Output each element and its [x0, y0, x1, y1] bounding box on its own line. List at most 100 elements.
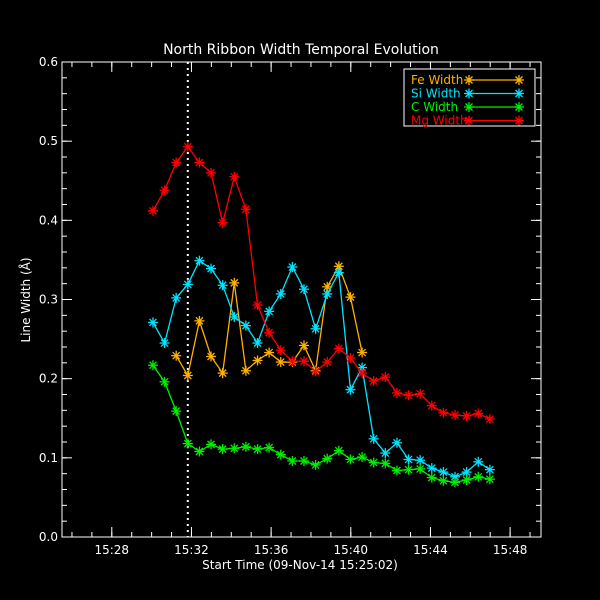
data-point: [298, 456, 309, 466]
data-point: [426, 463, 437, 474]
asterisk-stroke: [218, 445, 227, 454]
data-point: [298, 356, 309, 367]
data-point: [298, 284, 309, 295]
asterisk-stroke: [230, 278, 239, 287]
data-point: [264, 442, 275, 453]
asterisk-stroke: [288, 357, 297, 366]
data-point: [264, 327, 275, 338]
asterisk-stroke: [334, 446, 343, 455]
y-tick-label: 0.2: [39, 372, 58, 386]
asterisk-stroke: [334, 268, 343, 277]
data-point: [357, 347, 368, 358]
asterisk-stroke: [183, 280, 192, 289]
data-point: [147, 317, 158, 328]
data-point: [345, 292, 356, 303]
x-tick-label: 15:32: [174, 543, 209, 557]
data-point: [484, 464, 495, 475]
asterisk-stroke: [241, 366, 250, 375]
asterisk-stroke: [160, 377, 169, 386]
asterisk-stroke: [300, 457, 308, 465]
data-point: [240, 320, 251, 331]
x-tick-label: 15:48: [493, 543, 528, 557]
asterisk-stroke: [276, 358, 285, 367]
data-point: [391, 387, 402, 398]
asterisk-stroke: [276, 346, 285, 355]
data-point: [264, 306, 275, 317]
asterisk-stroke: [148, 206, 157, 215]
asterisk-stroke: [358, 453, 367, 462]
asterisk-stroke: [183, 142, 192, 151]
asterisk-stroke: [172, 293, 181, 302]
asterisk-stroke: [465, 76, 473, 84]
asterisk-stroke: [265, 443, 274, 452]
asterisk-stroke: [439, 408, 448, 417]
data-point: [345, 384, 356, 395]
x-tick-label: 15:28: [94, 543, 129, 557]
asterisk-stroke: [392, 438, 401, 447]
asterisk-stroke: [241, 321, 250, 330]
asterisk-stroke: [323, 289, 332, 298]
x-tick-label: 15:36: [254, 543, 289, 557]
data-point: [415, 455, 426, 466]
asterisk-stroke: [346, 354, 355, 363]
data-point: [229, 171, 240, 182]
asterisk-stroke: [160, 339, 169, 348]
asterisk-stroke: [485, 415, 494, 424]
plot-frame: [61, 61, 542, 538]
asterisk-stroke: [288, 263, 297, 272]
data-point: [217, 280, 228, 291]
asterisk-stroke: [300, 285, 308, 294]
asterisk-stroke: [515, 76, 523, 84]
data-point: [171, 350, 182, 361]
series-fe-width: [171, 261, 368, 381]
data-point: [322, 288, 333, 299]
asterisk-stroke: [311, 324, 320, 333]
data-point: [403, 454, 414, 465]
data-point: [368, 433, 379, 444]
asterisk-stroke: [207, 440, 216, 449]
data-point: [171, 292, 182, 303]
data-point: [217, 217, 228, 228]
data-point: [194, 446, 205, 457]
asterisk-stroke: [416, 389, 425, 398]
asterisk-stroke: [311, 367, 320, 376]
data-point: [368, 457, 379, 468]
legend-marker: [514, 75, 524, 85]
asterisk-stroke: [172, 158, 181, 167]
data-point: [206, 263, 217, 274]
x-axis-label: Start Time (09-Nov-14 15:25:02): [202, 558, 398, 572]
data-point: [217, 368, 228, 379]
asterisk-stroke: [465, 103, 473, 111]
data-point: [182, 141, 193, 152]
data-point: [461, 410, 472, 421]
data-point: [310, 459, 321, 470]
data-point: [206, 167, 217, 178]
asterisk-stroke: [253, 301, 262, 310]
data-point: [206, 351, 217, 362]
asterisk-stroke: [218, 218, 227, 227]
asterisk-stroke: [207, 168, 216, 177]
data-point: [275, 357, 286, 368]
asterisk-stroke: [474, 457, 483, 466]
x-tick-label: 15:44: [413, 543, 448, 557]
data-point: [252, 355, 263, 366]
series-line: [152, 145, 491, 420]
data-point: [310, 323, 321, 334]
data-point: [415, 388, 426, 399]
series-group: [147, 141, 495, 488]
asterisk-stroke: [172, 407, 181, 416]
data-point: [147, 205, 158, 216]
asterisk-stroke: [439, 476, 448, 485]
data-point: [322, 357, 333, 368]
asterisk-stroke: [265, 307, 274, 316]
data-point: [147, 360, 158, 371]
y-axis-label: Line Width (Å): [18, 257, 33, 342]
asterisk-stroke: [416, 464, 425, 473]
legend-marker: [464, 75, 474, 85]
asterisk-stroke: [451, 478, 459, 487]
data-point: [229, 311, 240, 322]
asterisk-stroke: [230, 172, 239, 181]
chart-title: North Ribbon Width Temporal Evolution: [163, 42, 439, 58]
x-tick-label: 15:40: [333, 543, 368, 557]
